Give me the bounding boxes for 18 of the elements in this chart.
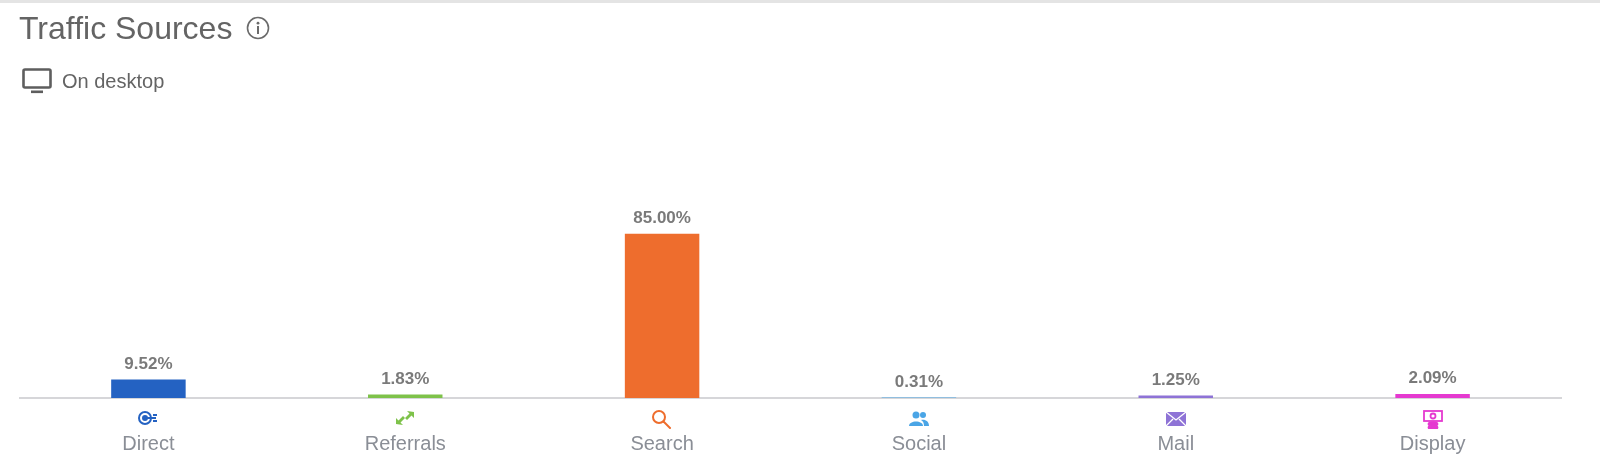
bar [368, 394, 443, 398]
data-label: 0.31% [894, 371, 944, 391]
bar [111, 379, 186, 398]
data-label: 85.00% [633, 207, 691, 227]
data-label: 1.83% [381, 368, 430, 388]
data-label: 2.09% [1408, 368, 1457, 388]
x-tick-label: Referrals [364, 431, 446, 454]
data-label: 9.52% [124, 353, 173, 373]
bar [1395, 393, 1470, 398]
x-tick-label: Search [630, 431, 694, 454]
data-label: 1.25% [1151, 369, 1200, 389]
bar [624, 233, 700, 398]
x-tick-label: Mail [1157, 431, 1195, 454]
x-tick-label: Direct [122, 431, 175, 454]
x-tick-label: Display [1399, 431, 1466, 454]
chart-title: Traffic Sources [19, 9, 233, 48]
x-tick-label: Social [891, 431, 947, 454]
chart-subtitle: On desktop [62, 69, 165, 93]
